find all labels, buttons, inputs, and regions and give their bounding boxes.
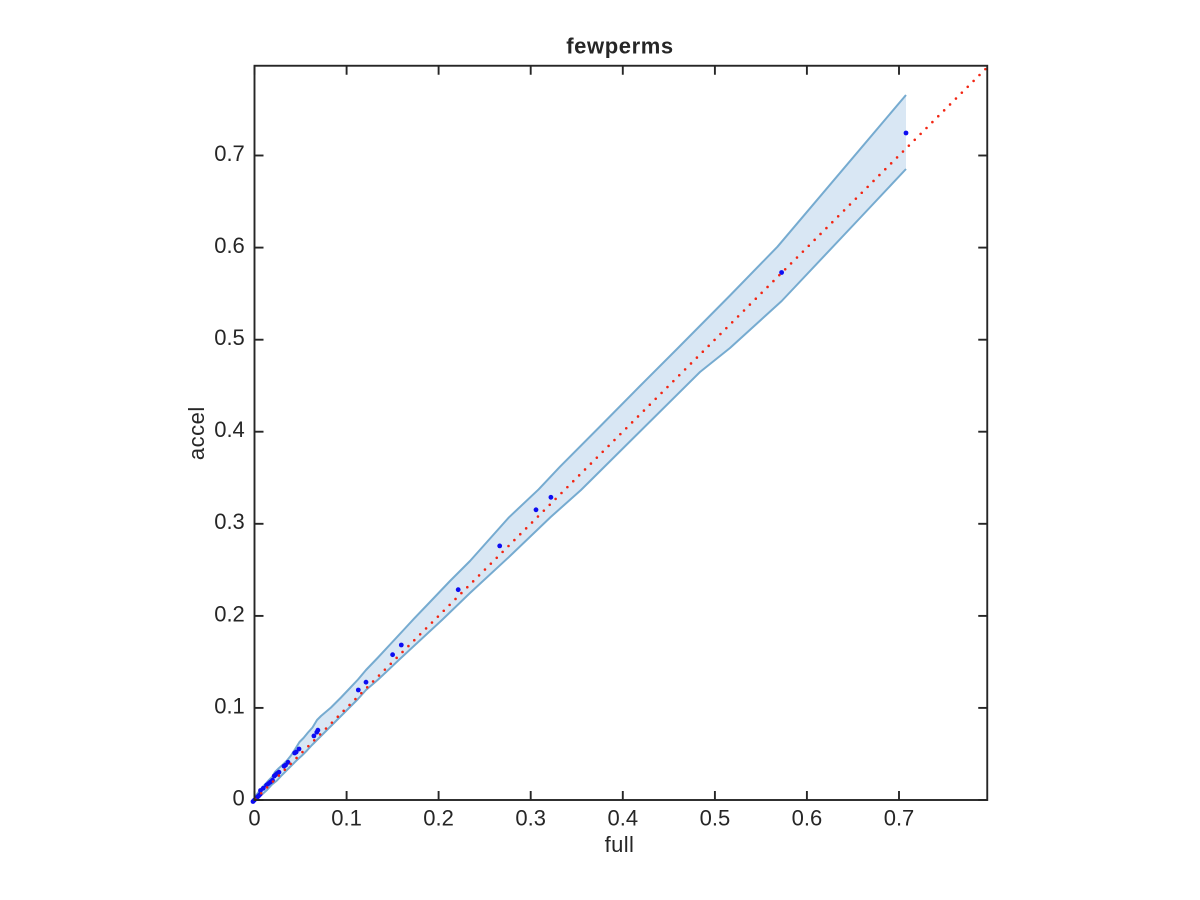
svg-text:0.5: 0.5 [700,806,731,831]
svg-text:0.7: 0.7 [214,141,245,166]
svg-text:fewperms: fewperms [566,34,674,59]
svg-text:0.4: 0.4 [608,806,639,831]
svg-text:0.3: 0.3 [515,806,546,831]
svg-text:0.3: 0.3 [214,509,245,534]
svg-text:0.5: 0.5 [214,325,245,350]
svg-text:0.1: 0.1 [214,693,245,718]
svg-text:0: 0 [248,806,260,831]
svg-text:0.1: 0.1 [331,806,362,831]
svg-text:0.2: 0.2 [423,806,454,831]
svg-text:full: full [605,832,635,857]
svg-text:0: 0 [233,785,245,810]
svg-text:0.6: 0.6 [214,233,245,258]
svg-text:0.4: 0.4 [214,417,245,442]
svg-text:0.6: 0.6 [792,806,823,831]
svg-text:accel: accel [184,406,209,460]
svg-text:0.2: 0.2 [214,601,245,626]
svg-text:0.7: 0.7 [884,806,915,831]
